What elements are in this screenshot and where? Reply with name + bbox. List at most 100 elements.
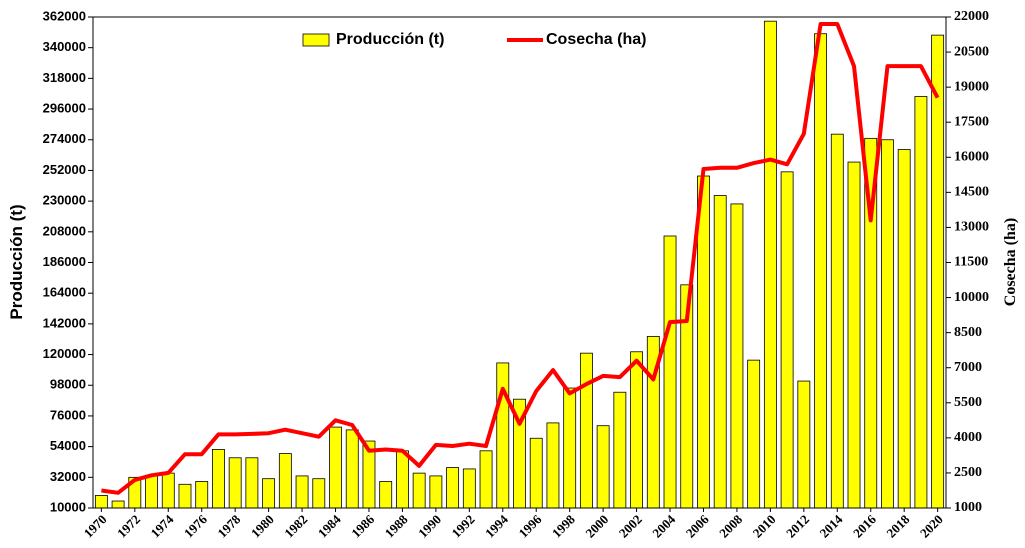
bar — [546, 422, 560, 509]
x-tick-label: 1978 — [214, 511, 243, 540]
y2-tick-label: 4000 — [954, 430, 982, 445]
y2-tick-label: 1000 — [954, 500, 982, 515]
bar — [345, 429, 359, 509]
y2-tick-label: 8500 — [954, 325, 982, 340]
y2-tick-label: 19000 — [954, 79, 989, 94]
bar — [245, 457, 259, 509]
y2-tick-label: 22000 — [954, 9, 989, 24]
x-tick-label: 2016 — [850, 511, 879, 540]
legend-swatch — [302, 33, 330, 47]
bar — [429, 475, 443, 509]
x-tick-label: 1998 — [549, 511, 578, 540]
y2-tick-label: 5500 — [954, 395, 982, 410]
bar — [763, 20, 777, 509]
bar — [914, 96, 928, 509]
y-tick-label: 208000 — [43, 223, 86, 238]
y2-tick-label: 17500 — [954, 114, 989, 129]
bar — [161, 472, 175, 509]
y-tick-label: 362000 — [43, 8, 86, 23]
y2-tick-label: 14500 — [954, 185, 989, 200]
y-tick-label: 76000 — [50, 407, 86, 422]
bar — [462, 468, 476, 509]
x-tick-label: 2014 — [817, 511, 846, 540]
bar — [178, 483, 192, 509]
x-tick-label: 1970 — [81, 512, 110, 541]
y-axis-title: Producción (t) — [7, 204, 26, 319]
y2-tick-label: 13000 — [954, 220, 989, 235]
x-tick-label: 2000 — [582, 512, 611, 541]
bar — [830, 133, 844, 509]
y-tick-label: 32000 — [50, 469, 86, 484]
bar — [881, 139, 894, 509]
x-tick-label: 2010 — [750, 512, 779, 541]
y-tick-label: 252000 — [43, 162, 86, 177]
bar — [94, 495, 108, 509]
y-tick-label: 54000 — [50, 438, 86, 453]
bar — [596, 425, 610, 509]
y-tick-label: 340000 — [43, 39, 86, 54]
y2-tick-label: 2500 — [954, 465, 982, 480]
x-tick-label: 1988 — [382, 511, 411, 540]
bar — [847, 161, 861, 509]
x-tick-label: 1982 — [281, 512, 310, 541]
bar — [613, 391, 627, 509]
x-tick-label: 1996 — [515, 511, 544, 540]
y-tick-label: 186000 — [43, 254, 86, 269]
y-tick-label: 164000 — [43, 285, 86, 300]
bar — [262, 478, 276, 509]
x-tick-label: 2018 — [883, 511, 912, 540]
bar — [329, 426, 342, 509]
bar — [814, 33, 827, 509]
bar — [446, 467, 460, 509]
bar — [931, 34, 945, 509]
legend-label: Producción (t) — [336, 31, 444, 48]
y2-tick-label: 7000 — [954, 360, 982, 375]
x-tick-label: 1984 — [315, 511, 344, 540]
bar — [228, 457, 242, 509]
y2-axis-title: Cosecha (ha) — [1002, 218, 1019, 306]
bar — [379, 481, 393, 509]
bar — [479, 450, 493, 509]
x-tick-label: 2012 — [783, 512, 812, 541]
bar — [663, 235, 677, 509]
x-tick-label: 1980 — [248, 512, 277, 541]
y-tick-label: 98000 — [50, 377, 86, 392]
bar — [780, 171, 794, 509]
y2-tick-label: 11500 — [954, 255, 988, 270]
bar — [111, 500, 125, 509]
x-tick-label: 1994 — [482, 511, 511, 540]
bar — [630, 351, 643, 509]
y-tick-label: 10000 — [50, 499, 86, 514]
y2-tick-label: 10000 — [954, 290, 989, 305]
y2-tick-label: 16000 — [954, 150, 989, 165]
bar — [496, 362, 510, 509]
x-tick-label: 1974 — [148, 511, 177, 540]
y-tick-label: 120000 — [43, 346, 86, 361]
bar — [529, 437, 543, 509]
x-tick-label: 1972 — [114, 512, 143, 541]
y-tick-label: 274000 — [43, 131, 86, 146]
bar — [563, 387, 577, 509]
x-tick-label: 2020 — [917, 512, 946, 541]
bar — [396, 450, 409, 509]
bar — [412, 472, 426, 509]
bar — [713, 195, 727, 509]
x-tick-label: 2008 — [716, 511, 745, 540]
bar — [195, 481, 209, 509]
legend-label: Cosecha (ha) — [546, 31, 646, 48]
x-tick-label: 2004 — [649, 511, 678, 540]
bar — [312, 478, 326, 509]
y-tick-label: 142000 — [43, 315, 86, 330]
bar — [897, 149, 911, 509]
bar — [579, 352, 593, 509]
y-tick-label: 230000 — [43, 193, 86, 208]
y-tick-label: 296000 — [43, 101, 86, 116]
bar — [295, 475, 309, 509]
line-series — [101, 22, 940, 495]
bar — [730, 203, 744, 509]
bar — [212, 449, 225, 509]
x-tick-label: 1992 — [449, 512, 478, 541]
x-tick-label: 2006 — [683, 511, 712, 540]
